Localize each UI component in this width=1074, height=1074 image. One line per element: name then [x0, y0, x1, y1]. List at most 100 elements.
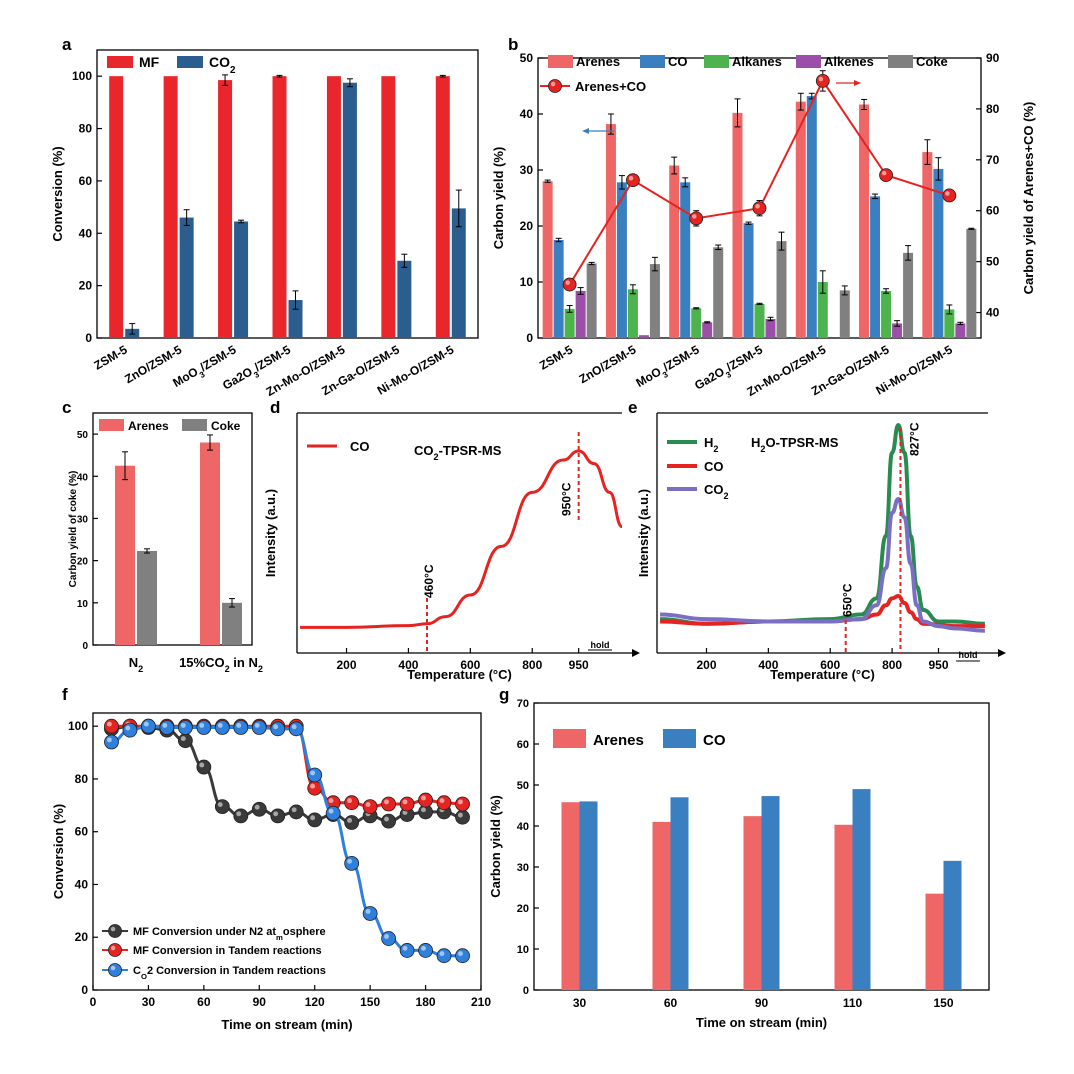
bar-co [933, 168, 944, 338]
y-tick-label: 50 [986, 255, 1000, 269]
bar-co2 [397, 260, 412, 338]
point [122, 722, 138, 738]
point-arenes-co [942, 188, 957, 203]
legend-label: CO [703, 732, 726, 749]
point-highlight [162, 722, 168, 728]
text-span: CO [414, 443, 434, 458]
point-highlight [291, 807, 297, 813]
point [159, 720, 175, 735]
x-tick-label: 600 [820, 658, 840, 672]
bar-arenes [652, 821, 671, 990]
subscript: O [141, 972, 147, 981]
point [325, 805, 341, 821]
bar-coke [222, 602, 242, 645]
point [196, 759, 212, 775]
y-tick-label: 10 [520, 275, 534, 289]
y-tick-label: 90 [986, 51, 1000, 65]
point [436, 795, 452, 811]
y-tick-label: 60 [75, 825, 89, 839]
bar-arenes [605, 124, 616, 338]
plot-frame [92, 712, 482, 991]
x-tick-label: N2 [129, 655, 143, 674]
bar-arenes [922, 152, 933, 338]
point-highlight [236, 722, 242, 728]
subscript: 2 [713, 444, 718, 454]
text-span: MF Conversion under N2 at [133, 926, 276, 938]
legend-label: MF Conversion in Tandem reactions [133, 945, 322, 957]
bar-co2 [179, 217, 194, 338]
bar-arenes [542, 181, 553, 338]
y-tick-label: 40 [77, 472, 89, 483]
text-span: /ZSM-5 [252, 342, 293, 374]
point [233, 720, 249, 735]
subscript: 2 [258, 664, 263, 674]
subscript: 2 [724, 491, 729, 501]
panel-e-h2o-tpsr-chart: e 200 400 600 800 950 hold Intensity (a.u.) Temp… [628, 398, 1006, 682]
point [233, 808, 249, 824]
point-arenes-co-highlight [755, 203, 760, 209]
point [196, 720, 212, 735]
y-tick-label: 20 [75, 930, 89, 944]
x-tick-label: 200 [337, 658, 357, 672]
y-axis-title: Carbon yield (%) [488, 795, 503, 898]
line-co [300, 449, 623, 629]
bar-mf [109, 76, 124, 338]
point-arenes-co [689, 211, 704, 226]
y-tick-label: 80 [75, 772, 89, 786]
x-tick-label: 950 [569, 658, 589, 672]
legend-marker [108, 963, 122, 977]
bar-mf [435, 76, 450, 338]
legend-label-co2: CO2 [209, 54, 236, 76]
x-tick-label: 90 [253, 995, 267, 1009]
point [307, 812, 323, 828]
bar-arenes [795, 101, 806, 339]
bar-arenes [743, 816, 762, 990]
point-highlight [273, 724, 279, 730]
legend-swatch [796, 55, 821, 68]
legend-swatch [888, 55, 913, 68]
point [104, 734, 119, 750]
point-highlight [199, 762, 205, 768]
line-co2 [660, 496, 985, 633]
legend-swatch [553, 729, 586, 748]
point [307, 767, 323, 783]
text-span: /ZSM-5 [197, 342, 238, 374]
point-highlight [439, 951, 445, 957]
point [177, 720, 193, 735]
y-axis-title: Intensity (a.u.) [636, 489, 651, 577]
y-tick-label: 10 [517, 944, 529, 956]
point-highlight [457, 951, 463, 957]
text-span: MoO [170, 364, 200, 389]
bar-coke [903, 252, 914, 338]
point-highlight [402, 799, 408, 805]
y-axis-title: Conversion (%) [50, 146, 65, 241]
point [288, 804, 304, 820]
text-span: in N [230, 655, 258, 670]
point [399, 796, 415, 812]
legend-label: Alkenes [824, 54, 874, 69]
x-axis-title: Time on stream (min) [221, 1017, 352, 1032]
text-span: 15%CO [179, 655, 225, 670]
point [399, 943, 415, 958]
y-tick-label: 40 [986, 306, 1000, 320]
plot-frame [92, 412, 253, 646]
point [455, 809, 470, 825]
point-highlight [180, 736, 186, 742]
point-highlight [310, 783, 316, 789]
bar-co [743, 223, 754, 338]
bar-arenes [115, 465, 135, 645]
bar-co [553, 240, 564, 338]
bar-co2 [451, 208, 466, 338]
x-tick-label: 800 [522, 658, 542, 672]
subscript: m [276, 933, 283, 942]
bar-coke [137, 550, 157, 645]
x-tick-label: 0 [90, 995, 97, 1009]
bar-arenes [669, 165, 680, 338]
legend-label-mf: MF [139, 54, 160, 70]
right-axis-arrowhead [854, 80, 861, 86]
subscript: 3 [724, 369, 733, 380]
legend-label: CO [350, 439, 370, 454]
